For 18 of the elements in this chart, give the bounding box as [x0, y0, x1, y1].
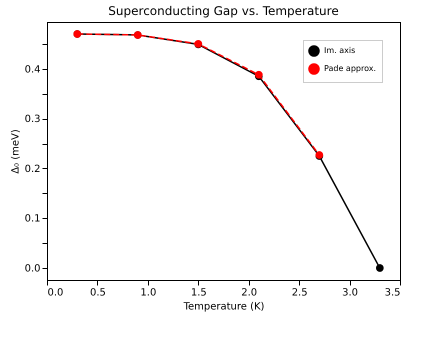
- legend-label: Im. axis: [324, 46, 356, 55]
- x-tick-label: 0.5: [90, 288, 106, 298]
- y-tick-label: 0.4: [24, 64, 40, 76]
- y-tick-label: 0.1: [24, 214, 40, 225]
- x-tick-label: 3.5: [384, 288, 400, 298]
- y-axis-title: Δ₀ (meV): [10, 129, 22, 174]
- x-tick-label: 1.0: [140, 288, 156, 298]
- chart-title: Superconducting Gap vs. Temperature: [108, 4, 339, 18]
- x-tick-label: 2.0: [241, 288, 258, 298]
- y-tick-label: 0.2: [24, 164, 40, 175]
- legend-label: Pade approx.: [324, 64, 376, 73]
- x-tick-label: 3.0: [342, 288, 358, 298]
- x-tick-label: 2.5: [292, 288, 308, 298]
- x-axis-title: Temperature (K): [182, 302, 265, 312]
- y-tick-label: 0.3: [24, 114, 40, 126]
- x-tick-label: 0.0: [48, 288, 64, 298]
- x-tick-label: 1.5: [190, 288, 207, 298]
- y-tick-label: 0.0: [24, 264, 40, 275]
